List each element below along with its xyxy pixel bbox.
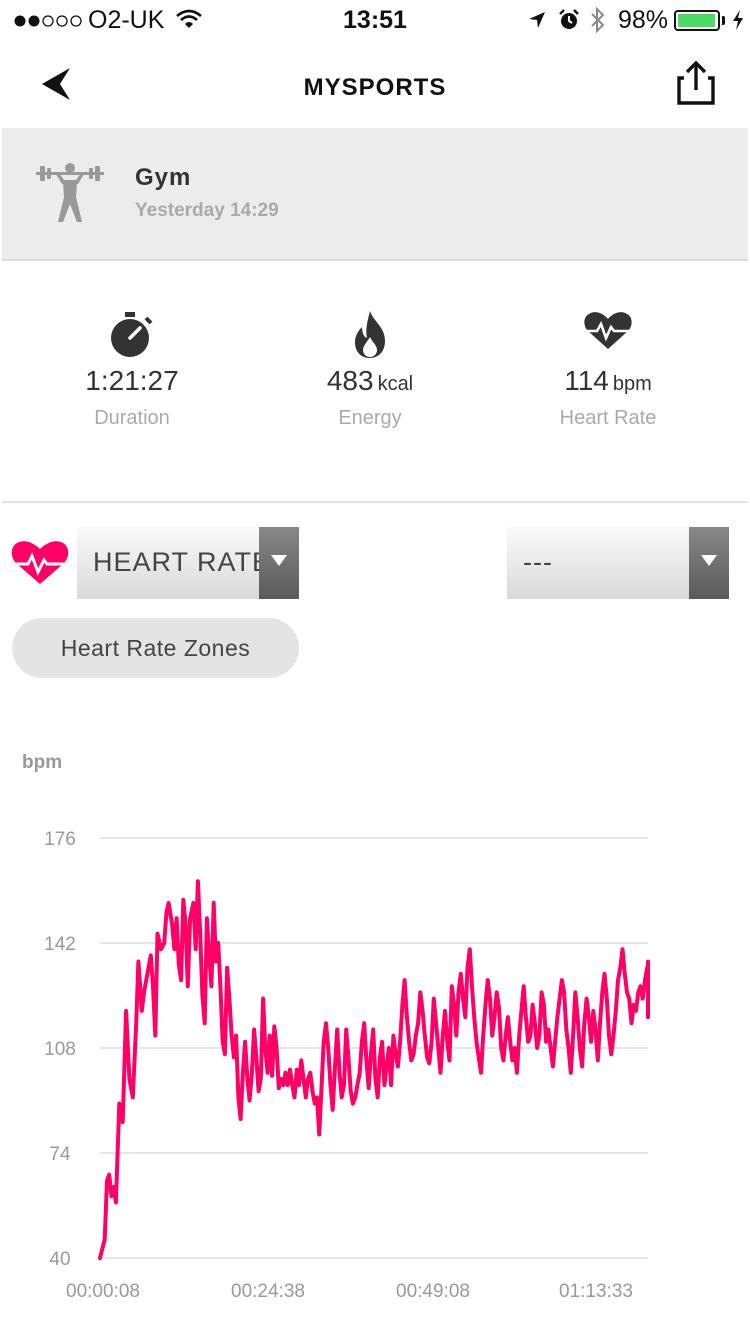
battery-icon [674,10,720,31]
chevron-down-icon[interactable] [689,527,729,599]
status-bar: O2-UK 13:51 98% [0,0,750,40]
battery-cap [722,16,725,25]
duration-label: Duration [94,407,170,429]
share-icon[interactable] [676,60,716,106]
heart-rate-chart: bpm 176 142 108 74 40 00:00:08 00:24:38 00:49:… [22,752,650,1302]
heart-rate-icon [583,312,633,349]
weightlifting-icon [36,163,104,222]
energy-unit: kcal [377,373,414,395]
heart-rate-value: 114 [564,365,609,396]
carrier-name: O2-UK [88,6,165,34]
stopwatch-icon [111,312,153,357]
y-tick-label: 142 [44,934,76,955]
page-title: MYSPORTS [303,74,447,101]
compare-select-value: --- [523,547,553,577]
x-tick-label: 00:24:38 [231,1281,305,1302]
heart-rate-series-line [98,879,650,1260]
x-tick-label: 00:49:08 [396,1281,470,1302]
x-tick-label: 01:13:33 [559,1281,633,1302]
location-arrow-icon [529,12,545,28]
metric-select-value: HEART RATE [93,547,261,577]
heart-rate-pink-icon [10,541,70,584]
y-axis-ticks: 176 142 108 74 40 [44,829,76,1270]
chevron-down-icon[interactable] [259,527,299,599]
metric-select[interactable]: HEART RATE [77,527,299,599]
activity-header: Gym Yesterday 14:29 [2,128,748,261]
flame-icon [355,311,385,358]
y-tick-label: 74 [49,1144,71,1165]
y-tick-label: 40 [49,1249,70,1270]
energy-value: 483 [326,365,374,396]
y-axis-label: bpm [22,752,62,773]
clock: 13:51 [343,6,407,34]
charging-bolt-icon [733,10,743,30]
back-arrow-icon[interactable] [36,66,80,106]
compare-select[interactable]: --- [507,527,729,599]
activity-date: Yesterday 14:29 [135,200,279,221]
x-axis-ticks: 00:00:08 00:24:38 00:49:08 01:13:33 [66,1281,633,1302]
activity-name: Gym [135,164,192,191]
y-tick-label: 176 [44,829,76,850]
x-tick-label: 00:00:08 [66,1281,140,1302]
summary-stats: 1:21:27 Duration 483 kcal Energy 114 bpm H… [2,263,748,503]
signal-strength-icon [14,15,82,27]
chart-grid [100,837,648,1259]
battery-level-fill [678,14,716,27]
heart-rate-label: Heart Rate [559,407,657,429]
y-tick-label: 108 [44,1039,76,1060]
energy-label: Energy [338,407,402,429]
navigation-bar: MYSPORTS [0,40,750,128]
wifi-icon [176,9,202,28]
bluetooth-icon [591,7,605,33]
duration-value: 1:21:27 [85,365,179,396]
battery-percentage: 98% [617,6,668,34]
heart-rate-zones-button[interactable]: Heart Rate Zones [12,618,299,678]
alarm-icon [559,9,579,29]
heart-rate-unit: bpm [612,373,652,395]
